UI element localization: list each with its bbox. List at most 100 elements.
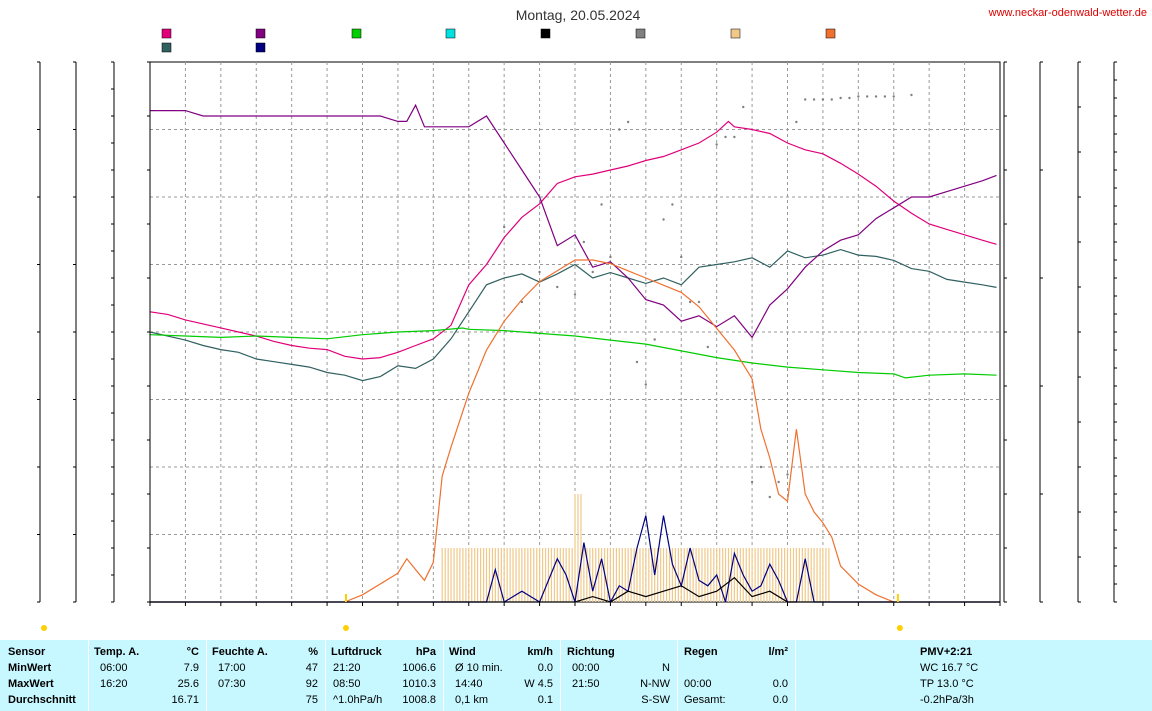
- header-temp-unit: °C: [186, 646, 199, 658]
- direction-point: [786, 473, 789, 476]
- header-humidity: Feuchte A.: [212, 646, 268, 658]
- summary-table: Sensor Temp. A. °C Feuchte A.% Luftdruck hPa W…: [0, 640, 1152, 711]
- direction-point: [609, 255, 612, 259]
- direction-point: [892, 95, 895, 98]
- header-wind-unit: km/h: [527, 646, 553, 658]
- table-separator: [325, 640, 326, 711]
- chart-grid: [149, 61, 1001, 603]
- row-wind-value: W 4.5: [524, 678, 553, 690]
- sunshine-bar: [724, 548, 733, 602]
- row-humidity-value: 92: [305, 678, 318, 690]
- direction-point: [556, 285, 559, 289]
- header-humidity-unit: %: [308, 646, 318, 658]
- direction-point: [865, 95, 869, 98]
- sun-icon: [41, 625, 47, 631]
- legend-item: [730, 28, 741, 39]
- row-pressure-value: 1008.8: [402, 694, 436, 706]
- sunshine-bar: [813, 548, 821, 602]
- row-direction-time: 21:50: [572, 678, 600, 690]
- row-pressure-time: ^1.0hPa/h: [333, 694, 383, 706]
- legend-item: [255, 42, 266, 53]
- weather-chart: Montag, 20.05.2024 www.neckar-odenwald-w…: [37, 7, 1147, 631]
- series-line-temp-a-: [149, 120, 997, 360]
- sunshine-bar: [485, 548, 494, 602]
- row-rain-value: 0.0: [772, 678, 788, 690]
- sunshine-bar: [609, 548, 618, 602]
- direction-point: [706, 345, 710, 349]
- sunset-icon: [896, 625, 903, 631]
- row-rain-time: Gesamt:: [684, 694, 726, 706]
- legend-swatch: [730, 28, 741, 39]
- row-pressure-value: 1006.6: [402, 662, 436, 674]
- sunshine-bar: [450, 548, 458, 602]
- table-separator: [88, 640, 89, 711]
- sunshine-bar: [556, 548, 564, 602]
- legend-swatch: [635, 28, 646, 39]
- sunshine-bar: [636, 548, 644, 602]
- header-rain-unit: l/m²: [768, 646, 788, 658]
- sunshine-bar: [565, 548, 573, 602]
- row-extra: -0.2hPa/3h: [920, 694, 974, 706]
- legend-item: [161, 28, 172, 39]
- direction-point: [768, 495, 771, 499]
- sunshine-bars: [441, 494, 830, 602]
- direction-point: [653, 338, 656, 341]
- row-wind-time: Ø 10 min.: [455, 662, 503, 674]
- sunshine-bar: [468, 548, 476, 602]
- row-extra: WC 16.7 °C: [920, 662, 979, 674]
- sunshine-bar: [503, 548, 511, 602]
- legend-swatch: [540, 28, 551, 39]
- sunshine-bar: [716, 548, 724, 602]
- table-separator: [206, 640, 207, 711]
- header-sensor: Sensor: [8, 646, 46, 658]
- site-url[interactable]: www.neckar-odenwald-wetter.de: [988, 7, 1147, 19]
- legend-swatch: [255, 28, 266, 39]
- table-separator: [560, 640, 561, 711]
- header-pressure: Luftdruck: [331, 646, 382, 658]
- header-pressure-unit: hPa: [415, 646, 436, 658]
- sunshine-bar: [645, 548, 653, 602]
- chart-legend: [161, 28, 836, 53]
- header-direction: Richtung: [567, 646, 615, 658]
- direction-point: [626, 120, 630, 124]
- sunshine-bar: [459, 548, 467, 602]
- direction-point: [635, 360, 639, 364]
- row-wind-value: 0.1: [537, 694, 553, 706]
- direction-point: [812, 98, 816, 101]
- legend-item: [445, 28, 456, 39]
- direction-point: [600, 203, 603, 206]
- direction-point: [715, 143, 718, 146]
- row-wind-time: 14:40: [455, 678, 483, 690]
- legend-item: [255, 28, 266, 39]
- direction-point: [742, 105, 745, 109]
- direction-point: [777, 480, 780, 484]
- chart-title: Montag, 20.05.2024: [516, 7, 641, 23]
- sunshine-bar: [671, 548, 679, 602]
- legend-item: [635, 28, 646, 39]
- legend-item: [351, 28, 362, 39]
- row-label: MinWert: [8, 662, 52, 674]
- table-separator: [795, 640, 796, 711]
- row-wind-time: 0,1 km: [455, 694, 489, 706]
- series-lines: [149, 93, 1000, 604]
- sunshine-bar: [698, 548, 706, 602]
- legend-item: [540, 28, 551, 39]
- sunshine-bar: [822, 548, 830, 602]
- sunrise-icon: [342, 625, 349, 631]
- direction-point: [591, 270, 594, 274]
- row-rain-value: 0.0: [772, 694, 788, 706]
- row-rain-time: 00:00: [684, 678, 712, 690]
- row-temp-value: 25.6: [177, 678, 199, 690]
- legend-swatch: [351, 28, 362, 39]
- sunshine-bar: [786, 548, 795, 602]
- row-extra: TP 13.0 °C: [920, 678, 974, 690]
- row-humidity-value: 47: [305, 662, 318, 674]
- legend-swatch: [445, 28, 456, 39]
- direction-point: [750, 480, 754, 484]
- sunshine-bar: [733, 548, 741, 602]
- sunshine-bar: [778, 548, 786, 602]
- sunshine-bar: [751, 548, 759, 602]
- legend-swatch: [255, 42, 266, 53]
- row-direction-value: S-SW: [641, 694, 670, 706]
- direction-point: [520, 300, 524, 304]
